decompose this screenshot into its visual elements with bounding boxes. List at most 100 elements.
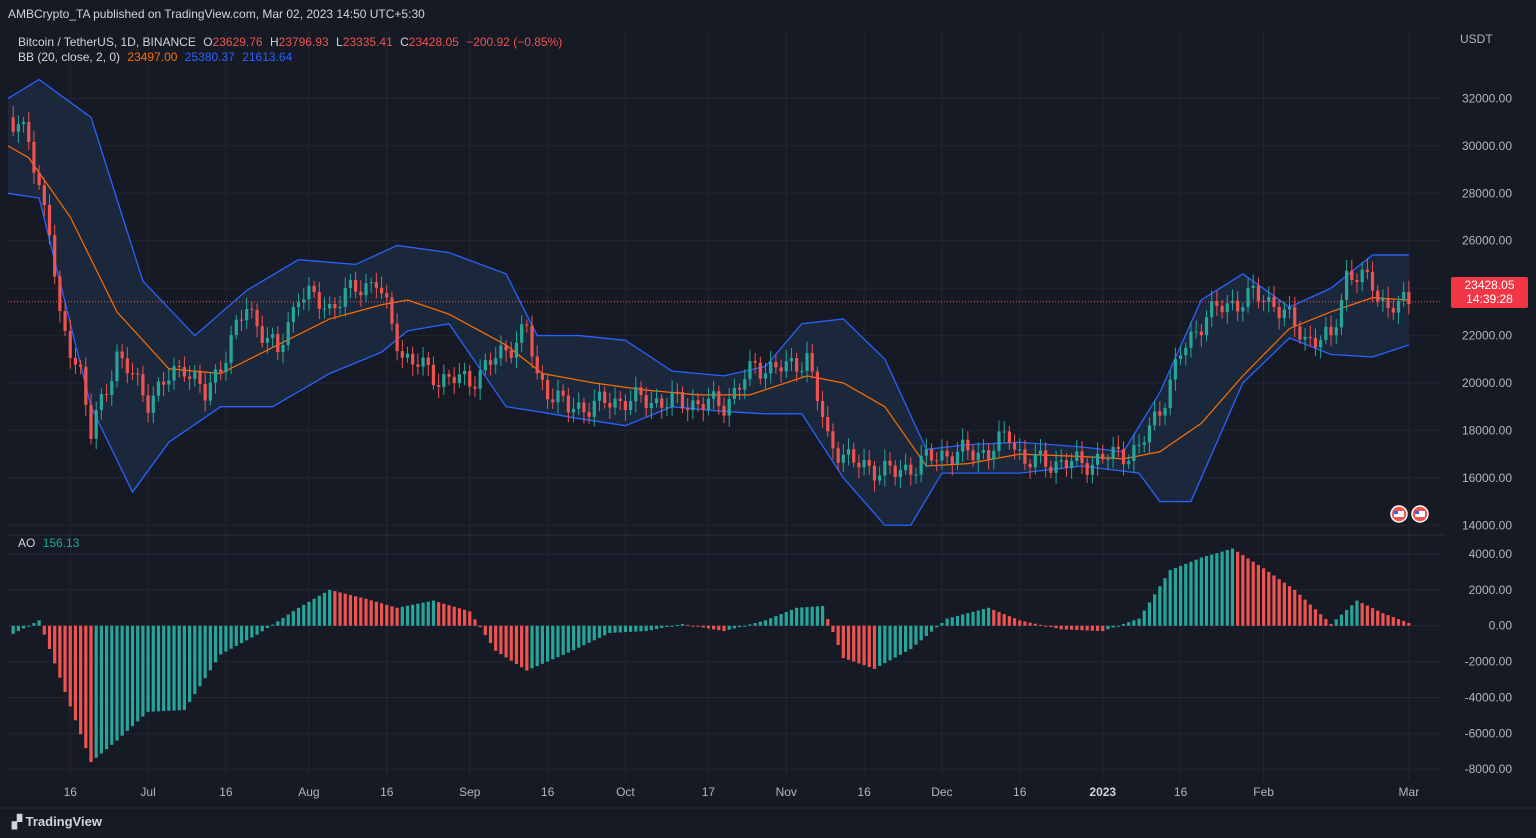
ao-bar — [696, 625, 700, 627]
price-tick-label: 30000.00 — [1462, 139, 1512, 153]
ao-bar — [577, 625, 581, 648]
ao-bar — [795, 607, 799, 626]
price-tick-label: 14000.00 — [1462, 518, 1512, 532]
candle-body — [556, 390, 560, 403]
bb-basis-value: 23497.00 — [127, 50, 178, 64]
ao-bar — [924, 625, 928, 636]
ao-bar — [1313, 609, 1318, 626]
candle-body — [167, 380, 171, 385]
candle-body — [717, 391, 721, 406]
ao-bar — [976, 610, 980, 626]
x-tick-label: Jul — [140, 785, 155, 799]
ao-bar — [136, 625, 140, 722]
candle-body — [535, 356, 539, 374]
candle-body — [286, 322, 290, 345]
ao-bar — [857, 625, 861, 664]
ao-bar — [852, 625, 856, 662]
ao-bar — [1396, 619, 1401, 626]
ao-bar — [317, 595, 321, 626]
ao-bar — [571, 625, 576, 651]
x-tick-label: Mar — [1399, 785, 1420, 799]
candle-body — [1396, 300, 1401, 313]
ao-bar — [203, 625, 207, 679]
candle-body — [47, 204, 52, 236]
ao-bar — [929, 625, 934, 632]
ao-bar — [141, 625, 145, 717]
candle-body — [712, 391, 716, 399]
ao-bar — [348, 594, 353, 626]
bb-basis-line — [7, 145, 1409, 467]
candle-body — [779, 367, 783, 372]
ao-bar — [296, 607, 301, 626]
ao-bar — [846, 625, 851, 660]
bb-legend[interactable]: BB (20, close, 2, 0) 23497.00 25380.37 2… — [18, 50, 296, 64]
candle-body — [909, 464, 913, 475]
candle-body — [1407, 291, 1411, 305]
candle-body — [1329, 326, 1333, 336]
ao-bar — [1303, 599, 1307, 626]
symbol-legend[interactable]: Bitcoin / TetherUS, 1D, BINANCE O23629.7… — [18, 35, 566, 49]
candle-body — [1345, 270, 1349, 300]
ao-bar — [883, 625, 887, 664]
candle-body — [37, 172, 41, 186]
ao-bar — [914, 625, 918, 645]
ao-bar — [172, 625, 176, 711]
candle-body — [431, 364, 436, 386]
ao-bar — [213, 625, 218, 663]
watermark-text: TradingView — [25, 814, 102, 829]
tradingview-watermark[interactable]: ▞ TradingView — [12, 814, 102, 830]
candle-body — [53, 235, 57, 277]
candle-body — [800, 370, 804, 372]
candle-body — [608, 402, 612, 408]
candle-body — [1376, 290, 1380, 302]
flag-stripe — [1394, 511, 1404, 517]
ao-bar — [426, 601, 430, 626]
candle-body — [483, 360, 487, 371]
candle-body — [520, 324, 524, 343]
ao-bar — [945, 618, 949, 626]
ao-bar — [286, 614, 290, 626]
candle-body — [405, 353, 410, 358]
candle-body — [1210, 301, 1214, 318]
ao-bar — [1402, 620, 1406, 626]
ao-bar — [1158, 586, 1162, 626]
ao-bar — [156, 625, 161, 712]
candle-body — [976, 452, 980, 461]
ao-bar — [1064, 625, 1069, 630]
ao-legend[interactable]: AO 156.13 — [18, 536, 83, 550]
ao-bar — [89, 625, 93, 763]
ao-bar — [623, 625, 628, 633]
candle-body — [530, 325, 534, 357]
ao-bar — [872, 625, 877, 669]
ao-bar — [1121, 623, 1126, 626]
currency-label: USDT — [1460, 32, 1493, 46]
candle-body — [857, 462, 861, 468]
ao-bar — [1339, 614, 1344, 626]
candle-body — [878, 475, 882, 481]
candle-body — [561, 390, 565, 396]
candle-body — [701, 404, 705, 411]
open-label: O — [203, 35, 213, 49]
candle-body — [1121, 449, 1126, 465]
candle-body — [680, 392, 685, 409]
ao-bar — [706, 625, 711, 629]
candle-body — [831, 431, 835, 449]
ao-bar — [1101, 625, 1105, 632]
ao-bar — [800, 607, 804, 626]
ao-bar — [841, 625, 845, 659]
ao-bar — [1256, 565, 1261, 626]
ao-bar — [525, 625, 529, 671]
candle-body — [1277, 307, 1281, 319]
candle-body — [795, 358, 799, 372]
candle-body — [141, 374, 145, 396]
candle-body — [540, 373, 545, 380]
candle-body — [1075, 451, 1079, 461]
ao-bar — [416, 603, 420, 626]
ao-bar — [654, 625, 659, 630]
ao-bar — [462, 609, 467, 626]
ao-bar — [193, 625, 197, 695]
candle-body — [245, 309, 249, 321]
candle-body — [1204, 317, 1209, 336]
ao-bar — [1407, 622, 1411, 626]
